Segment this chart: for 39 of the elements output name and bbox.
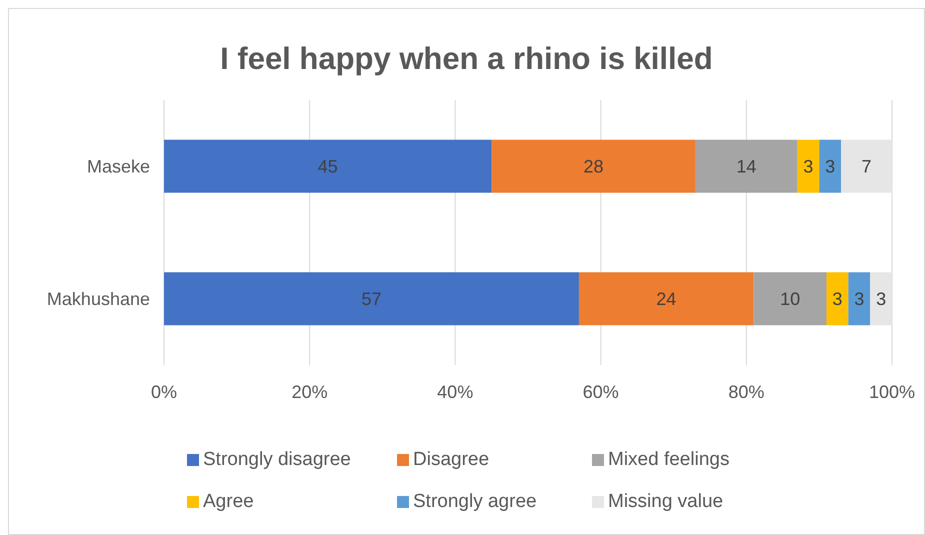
data-label: 3: [803, 156, 814, 177]
bar: [826, 272, 848, 326]
data-label: 14: [736, 156, 756, 177]
y-tick-label: Makhushane: [46, 289, 150, 310]
legend-label: Missing value: [608, 491, 724, 513]
x-tick-label: 60%: [582, 382, 619, 402]
data-label: 24: [656, 289, 676, 310]
bar: [870, 272, 892, 326]
data-label: 28: [584, 156, 604, 177]
bar: [164, 140, 492, 193]
data-label: 45: [318, 156, 338, 177]
bar: [164, 272, 579, 326]
data-label: 3: [854, 289, 864, 310]
data-label: 10: [780, 289, 800, 310]
x-tick-label: 40%: [437, 382, 474, 402]
legend-label: Strongly disagree: [203, 449, 351, 471]
data-label: 57: [361, 289, 382, 310]
x-tick-label: 80%: [728, 382, 764, 402]
data-label: 3: [832, 289, 842, 310]
legend-label: Agree: [203, 491, 254, 513]
data-label: 3: [825, 156, 836, 177]
data-label: 3: [876, 289, 886, 310]
legend-label: Mixed feelings: [608, 449, 730, 471]
data-label: 7: [862, 156, 872, 177]
legend-label: Strongly agree: [413, 491, 537, 513]
bar: [797, 140, 820, 193]
chart-title: I feel happy when a rhino is killed: [219, 40, 714, 78]
legend-label: Disagree: [413, 449, 490, 471]
bar: [695, 140, 798, 193]
x-tick-label: 20%: [292, 382, 328, 402]
y-tick-label: Maseke: [86, 156, 150, 177]
x-tick-label: 0%: [150, 382, 178, 402]
bar: [841, 140, 892, 193]
bar: [754, 272, 826, 326]
bar: [578, 272, 754, 326]
bar: [848, 272, 870, 326]
bar: [819, 140, 842, 193]
bar: [492, 140, 696, 193]
x-tick-label: 100%: [868, 382, 916, 402]
